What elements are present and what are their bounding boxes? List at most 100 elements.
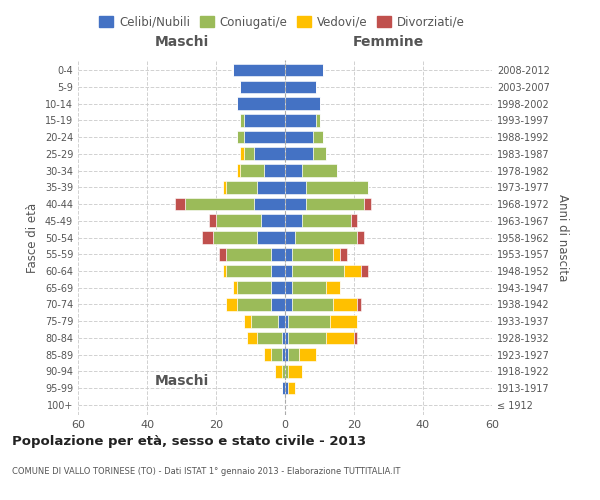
Bar bbox=[244, 315, 251, 328]
Bar bbox=[285, 365, 289, 378]
Bar bbox=[271, 248, 285, 260]
Bar bbox=[226, 248, 271, 260]
Text: Femmine: Femmine bbox=[353, 36, 424, 50]
Bar bbox=[285, 231, 295, 244]
Bar bbox=[212, 231, 257, 244]
Bar bbox=[302, 164, 337, 177]
Bar bbox=[285, 332, 289, 344]
Bar bbox=[285, 264, 292, 278]
Bar bbox=[285, 80, 316, 93]
Bar bbox=[244, 114, 285, 126]
Bar bbox=[216, 214, 261, 227]
Bar bbox=[275, 365, 281, 378]
Bar bbox=[271, 282, 285, 294]
Bar bbox=[237, 164, 240, 177]
Bar bbox=[223, 181, 226, 194]
Bar bbox=[285, 298, 292, 311]
Text: COMUNE DI VALLO TORINESE (TO) - Dati ISTAT 1° gennaio 2013 - Elaborazione TUTTIT: COMUNE DI VALLO TORINESE (TO) - Dati IST… bbox=[12, 468, 400, 476]
Bar bbox=[240, 80, 285, 93]
Bar bbox=[285, 282, 292, 294]
Bar bbox=[285, 64, 323, 76]
Bar bbox=[237, 130, 244, 143]
Bar bbox=[261, 214, 285, 227]
Bar bbox=[285, 214, 302, 227]
Bar bbox=[257, 231, 285, 244]
Bar bbox=[313, 130, 323, 143]
Bar bbox=[358, 231, 364, 244]
Bar bbox=[326, 332, 354, 344]
Bar bbox=[316, 114, 320, 126]
Bar bbox=[289, 332, 326, 344]
Bar bbox=[265, 348, 271, 361]
Text: Maschi: Maschi bbox=[154, 374, 209, 388]
Bar bbox=[233, 282, 237, 294]
Bar bbox=[306, 181, 368, 194]
Legend: Celibi/Nubili, Coniugati/e, Vedovi/e, Divorziati/e: Celibi/Nubili, Coniugati/e, Vedovi/e, Di… bbox=[94, 11, 470, 34]
Bar bbox=[185, 198, 254, 210]
Bar bbox=[257, 181, 285, 194]
Bar bbox=[226, 298, 237, 311]
Bar bbox=[175, 198, 185, 210]
Bar bbox=[223, 264, 226, 278]
Bar bbox=[350, 214, 358, 227]
Bar bbox=[340, 248, 347, 260]
Bar bbox=[278, 315, 285, 328]
Bar bbox=[358, 298, 361, 311]
Bar bbox=[271, 298, 285, 311]
Text: Maschi: Maschi bbox=[154, 36, 209, 50]
Bar bbox=[285, 114, 316, 126]
Bar bbox=[240, 148, 244, 160]
Bar bbox=[289, 315, 330, 328]
Bar bbox=[220, 248, 226, 260]
Bar bbox=[281, 332, 285, 344]
Bar bbox=[265, 164, 285, 177]
Bar bbox=[244, 130, 285, 143]
Bar bbox=[354, 332, 358, 344]
Bar bbox=[226, 264, 271, 278]
Bar bbox=[292, 248, 334, 260]
Y-axis label: Fasce di età: Fasce di età bbox=[26, 202, 39, 272]
Bar bbox=[334, 298, 358, 311]
Bar bbox=[240, 164, 265, 177]
Y-axis label: Anni di nascita: Anni di nascita bbox=[556, 194, 569, 281]
Bar bbox=[289, 382, 295, 394]
Bar bbox=[285, 348, 289, 361]
Bar bbox=[295, 231, 358, 244]
Bar bbox=[361, 264, 368, 278]
Bar bbox=[285, 315, 289, 328]
Bar bbox=[285, 248, 292, 260]
Bar bbox=[292, 282, 326, 294]
Bar bbox=[285, 181, 306, 194]
Bar bbox=[240, 114, 244, 126]
Bar bbox=[281, 365, 285, 378]
Bar bbox=[237, 98, 285, 110]
Bar bbox=[285, 382, 289, 394]
Bar bbox=[233, 64, 285, 76]
Bar bbox=[285, 198, 306, 210]
Bar bbox=[254, 148, 285, 160]
Bar bbox=[281, 348, 285, 361]
Bar bbox=[313, 148, 326, 160]
Bar bbox=[334, 248, 340, 260]
Bar bbox=[364, 198, 371, 210]
Bar bbox=[299, 348, 316, 361]
Bar bbox=[226, 181, 257, 194]
Bar bbox=[292, 264, 344, 278]
Bar bbox=[257, 332, 281, 344]
Bar bbox=[344, 264, 361, 278]
Bar bbox=[244, 148, 254, 160]
Bar bbox=[292, 298, 334, 311]
Bar bbox=[326, 282, 340, 294]
Bar bbox=[285, 98, 320, 110]
Bar bbox=[330, 315, 358, 328]
Bar bbox=[254, 198, 285, 210]
Bar bbox=[236, 282, 271, 294]
Bar bbox=[209, 214, 216, 227]
Bar bbox=[281, 382, 285, 394]
Bar bbox=[302, 214, 350, 227]
Bar bbox=[285, 130, 313, 143]
Text: Popolazione per età, sesso e stato civile - 2013: Popolazione per età, sesso e stato civil… bbox=[12, 435, 366, 448]
Bar bbox=[202, 231, 212, 244]
Bar bbox=[289, 348, 299, 361]
Bar bbox=[271, 348, 281, 361]
